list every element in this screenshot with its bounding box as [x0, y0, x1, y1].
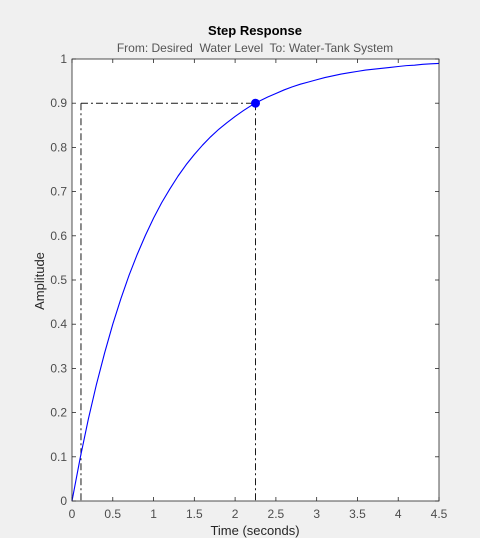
x-tick-labels: 0 0.5 1 1.5 2 2.5 3 3.5 4 4.5 [69, 507, 448, 521]
x-tick-label: 3 [313, 507, 320, 521]
rise-time-guides [80, 102, 256, 501]
x-tick-label: 4 [395, 507, 402, 521]
x-tick-label: 1.5 [186, 507, 203, 521]
y-tick-label: 0.8 [50, 140, 67, 154]
rise-time-marker[interactable] [251, 98, 260, 108]
x-tick-label: 0.5 [104, 507, 121, 521]
x-tick-label: 3.5 [349, 507, 366, 521]
x-tick-label: 1 [150, 507, 157, 521]
x-tick-label: 0 [69, 507, 76, 521]
y-tick-label: 0.3 [50, 361, 67, 375]
y-tick-label: 0.5 [50, 273, 67, 287]
plot-frame [71, 58, 440, 502]
chart-title: Step Response [208, 23, 302, 38]
chart-subtitle: From: Desired Water Level To: Water-Tank… [117, 41, 393, 55]
axis-ticks [71, 58, 440, 502]
x-tick-label: 2.5 [268, 507, 285, 521]
y-axis-label: Amplitude [32, 252, 47, 310]
y-tick-label: 1 [60, 52, 67, 66]
y-tick-label: 0.6 [50, 229, 67, 243]
y-tick-labels: 0 0.1 0.2 0.3 0.4 0.5 0.6 0.7 0.8 0.9 1 [50, 52, 67, 508]
x-tick-label: 4.5 [431, 507, 448, 521]
marker-layer [251, 98, 260, 108]
y-tick-label: 0 [60, 494, 67, 508]
y-tick-label: 0.2 [50, 406, 67, 420]
x-axis-label: Time (seconds) [210, 523, 299, 538]
y-tick-label: 0.9 [50, 96, 67, 110]
y-tick-label: 0.7 [50, 185, 67, 199]
x-tick-label: 2 [232, 507, 239, 521]
y-tick-label: 0.4 [50, 317, 67, 331]
y-tick-label: 0.1 [50, 450, 67, 464]
